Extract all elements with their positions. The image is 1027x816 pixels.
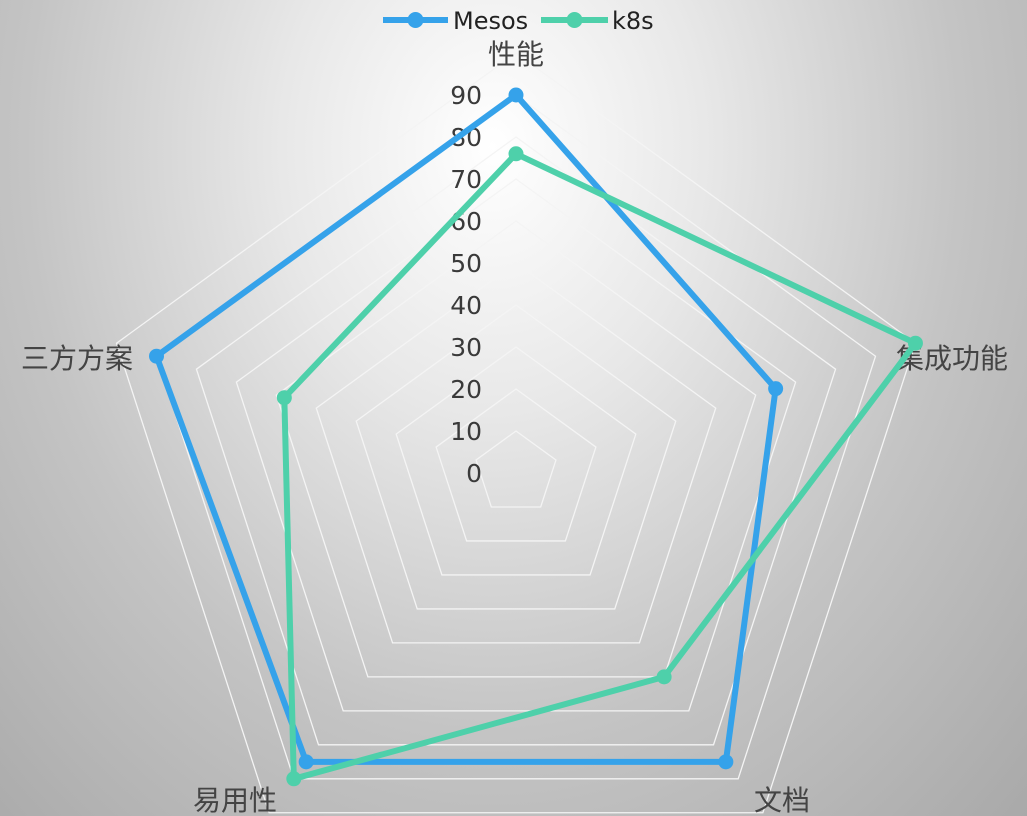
- grid-ring: [355, 304, 677, 610]
- radial-tick-label: 10: [450, 417, 482, 446]
- data-point[interactable]: [149, 348, 165, 364]
- grid-ring: [475, 430, 557, 508]
- grid-ring: [395, 346, 637, 576]
- radial-tick-label: 40: [450, 291, 482, 320]
- legend-label: Mesos: [453, 7, 528, 35]
- legend-dot-marker: [566, 12, 583, 28]
- radial-tick-label: 20: [450, 375, 482, 404]
- category-label: 易用性: [193, 784, 277, 816]
- legend-dot-marker: [407, 12, 424, 28]
- legend-item[interactable]: k8s: [541, 7, 654, 35]
- grid-ring: [435, 388, 597, 542]
- data-point[interactable]: [276, 390, 292, 406]
- category-label: 性能: [488, 38, 544, 71]
- series-line: [153, 92, 779, 765]
- series-group: [149, 87, 923, 787]
- legend[interactable]: Mesos k8s: [383, 7, 654, 35]
- legend-label: k8s: [612, 7, 654, 35]
- radial-tick-label: 70: [450, 165, 482, 194]
- category-label: 三方方案: [21, 342, 133, 375]
- category-label: 文档: [754, 784, 810, 816]
- grid-ring: [195, 136, 837, 746]
- data-point[interactable]: [508, 146, 524, 162]
- data-point[interactable]: [768, 381, 784, 397]
- radial-tick-label: 0: [466, 459, 482, 488]
- grid-ring: [115, 52, 917, 814]
- data-point[interactable]: [907, 335, 923, 351]
- data-point[interactable]: [286, 771, 302, 787]
- radial-tick-label: 90: [450, 81, 482, 110]
- data-point[interactable]: [656, 669, 672, 685]
- radar-grid: [115, 52, 917, 814]
- series-line: [281, 150, 919, 782]
- radial-tick-label: 50: [450, 249, 482, 278]
- data-point[interactable]: [298, 754, 314, 770]
- data-point[interactable]: [718, 754, 734, 770]
- legend-item[interactable]: Mesos: [383, 7, 528, 35]
- grid-ring: [235, 178, 797, 712]
- radial-tick-label: 30: [450, 333, 482, 362]
- data-point[interactable]: [508, 87, 524, 103]
- grid-ring: [315, 262, 717, 644]
